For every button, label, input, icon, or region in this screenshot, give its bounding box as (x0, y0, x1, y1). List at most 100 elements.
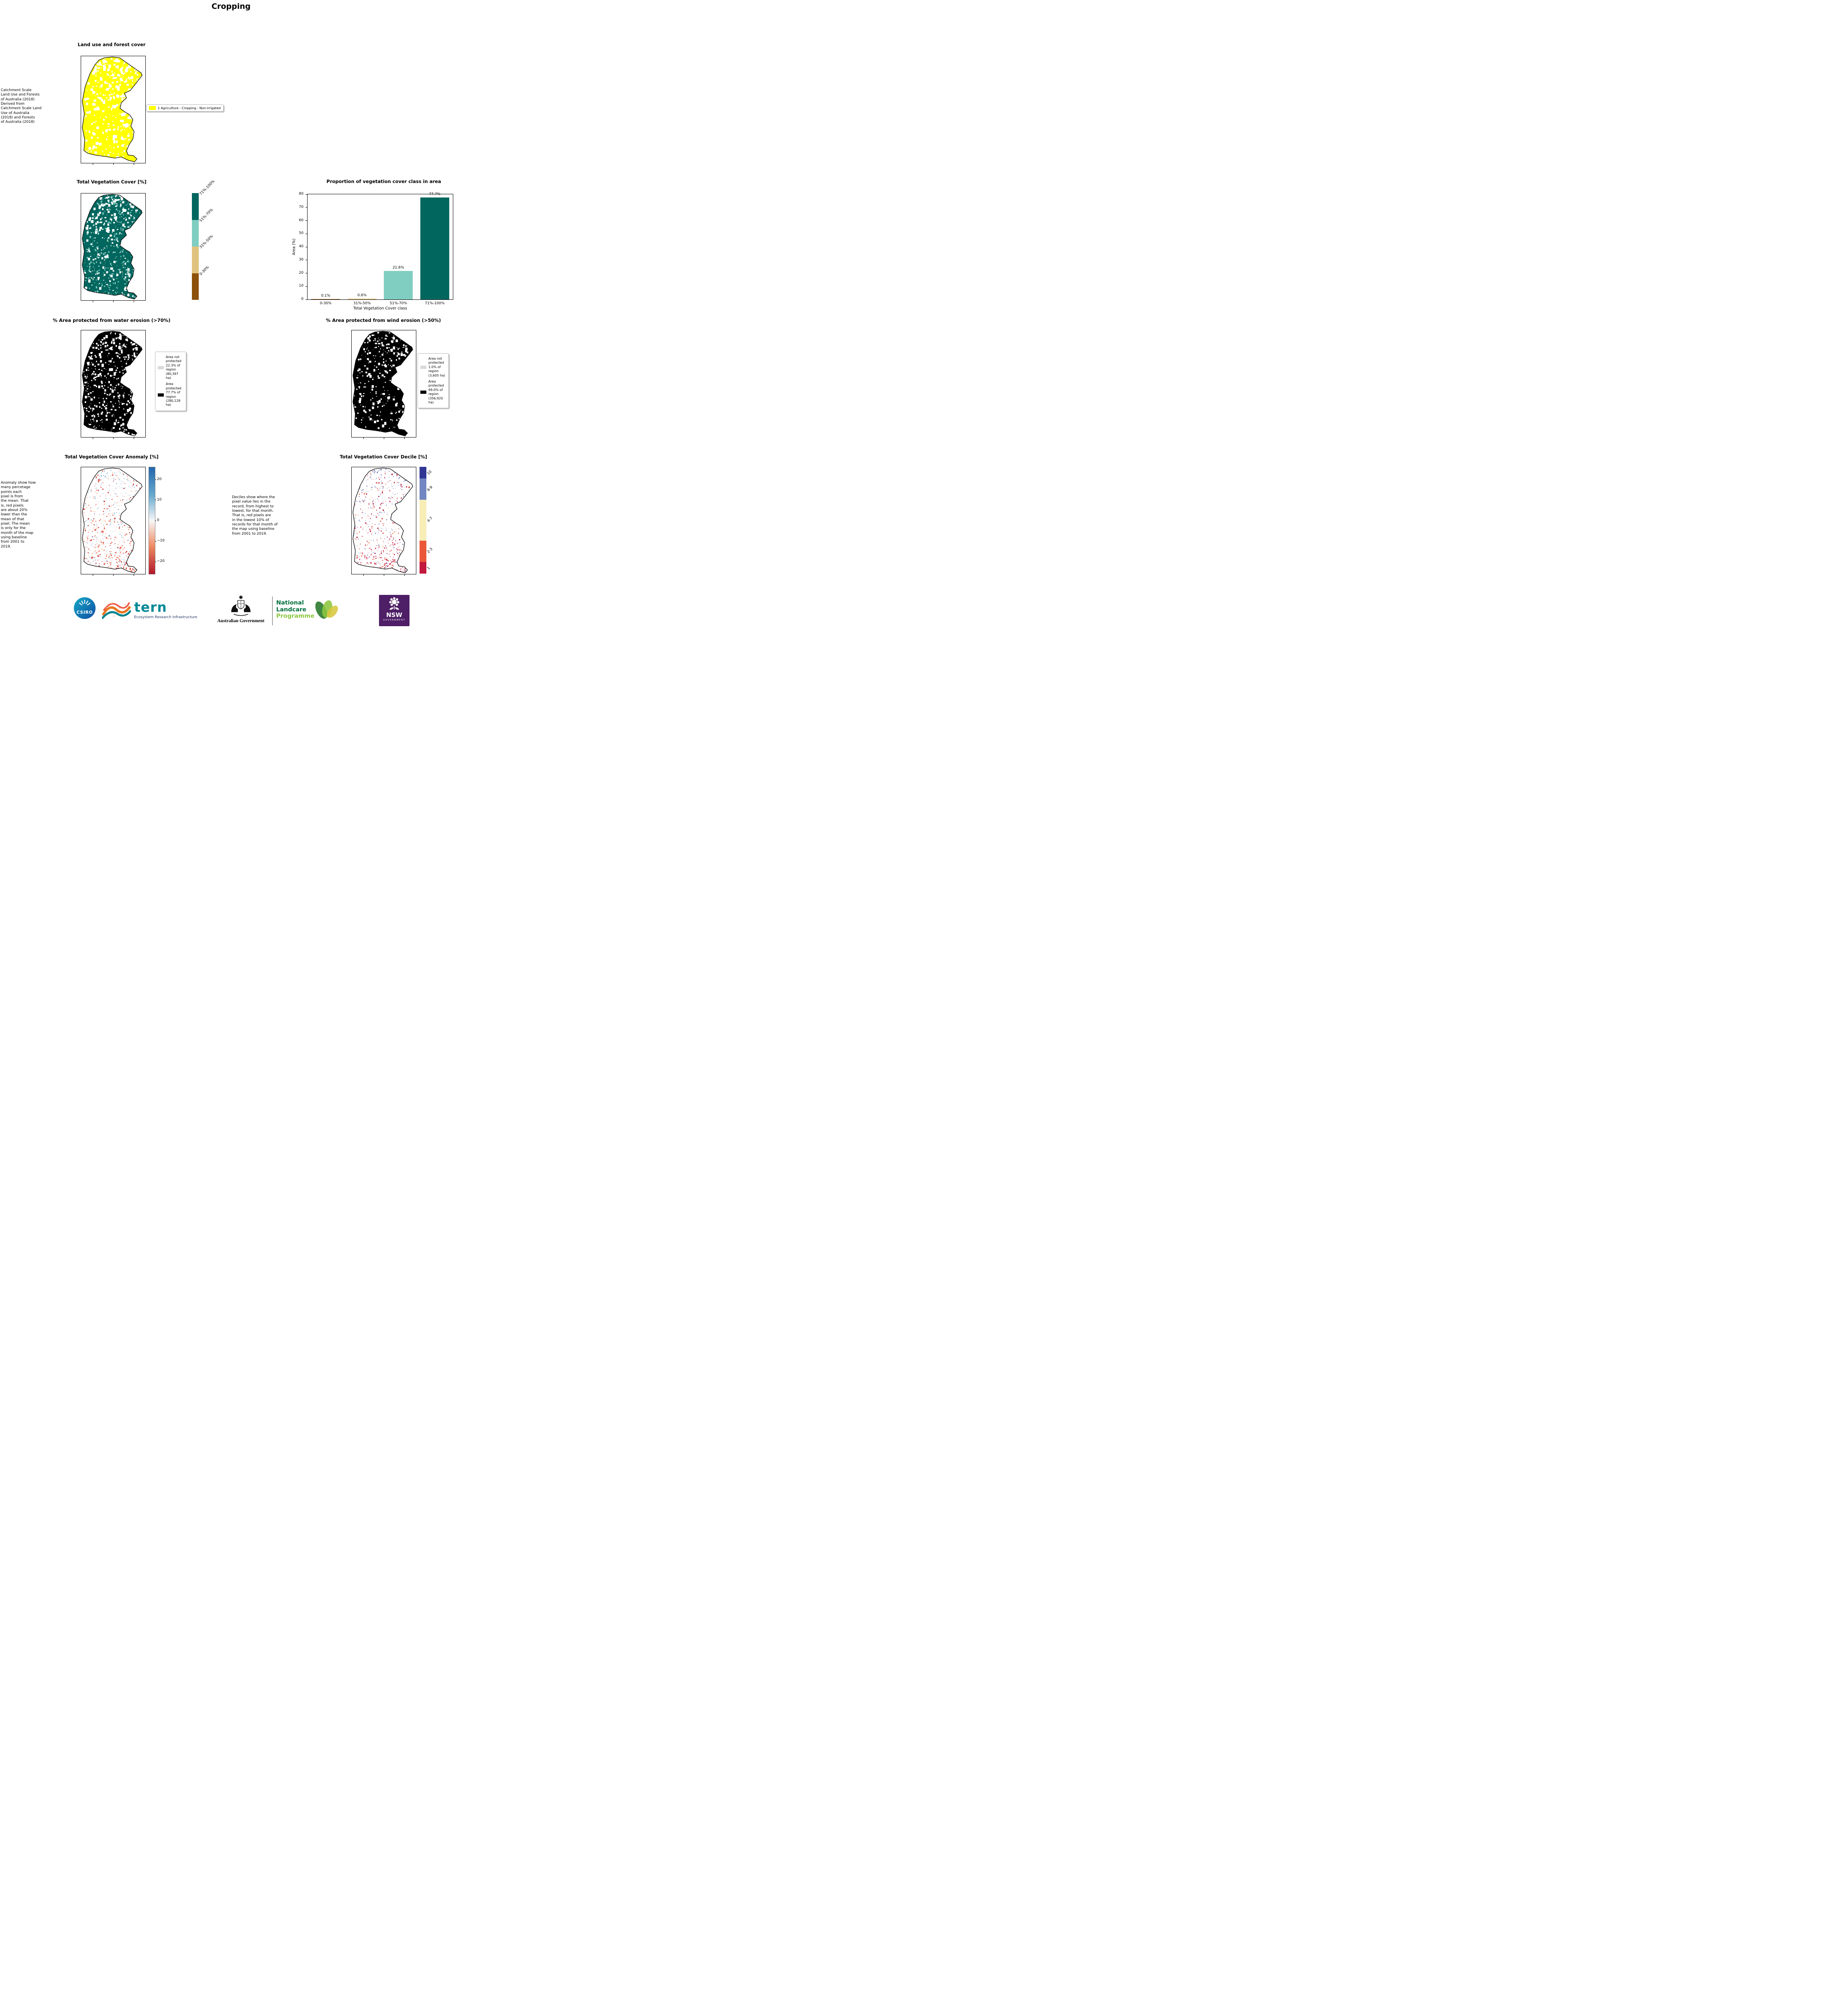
colorbar-tick (155, 479, 156, 480)
y-tick (306, 220, 307, 221)
wind-protected-label: Area protected 99.0% of region (356,920 … (428, 379, 444, 404)
footer-divider (272, 596, 273, 625)
panel-water-title: % Area protected from water erosion (>70… (53, 318, 171, 323)
wind-erosion-map (352, 331, 413, 436)
bar-value-label: 0.6% (357, 293, 367, 298)
wind-legend-entry: Area protected 99.0% of region (356,920 … (420, 380, 446, 405)
axis-tick (363, 438, 364, 439)
coat-of-arms-icon (231, 595, 251, 616)
water-legend: Area not protected 22.3% of region (80,3… (155, 352, 186, 411)
nsw-sublabel: GOVERNMENT (383, 619, 405, 621)
wind-legend-entry: Area not protected 1.0% of region (3,605… (420, 357, 446, 378)
bar (384, 271, 413, 299)
x-tick-label: 0-30% (320, 301, 332, 305)
colorbar-label: 4-7 (426, 516, 434, 523)
x-tick-label: 51%-70% (389, 301, 407, 305)
axis-tick (404, 438, 405, 439)
landuse-map (82, 57, 143, 162)
colorbar-segment (420, 562, 426, 574)
indigenous-artwork (101, 598, 132, 623)
y-tick-label: 10 (299, 284, 304, 288)
landcare-line2: Landcare (276, 606, 307, 613)
landcare-line1: National (276, 600, 304, 606)
colorbar-segment (192, 246, 199, 273)
y-tick-label: 0 (301, 297, 304, 301)
colorbar-segment (420, 540, 426, 562)
water-not-protected-label: Area not protected 22.3% of region (80,3… (166, 355, 181, 380)
csiro-logo: CSIRO (73, 597, 96, 621)
bar-value-label: 77.7% (429, 192, 441, 196)
axis-tick (113, 163, 114, 165)
water-protected-swatch (158, 393, 164, 397)
landuse-map-frame (81, 56, 146, 165)
y-tick (306, 299, 307, 300)
panel-veg-title: Total Vegetation Cover [%] (77, 179, 147, 185)
landcare-line3: Programme (276, 613, 315, 620)
anomaly-map-frame (81, 467, 146, 576)
veg-map-frame (81, 193, 146, 302)
x-tick-label: 31%-50% (353, 301, 371, 305)
panel-wind-title: % Area protected from wind erosion (>50%… (326, 318, 441, 323)
water-erosion-map (82, 331, 143, 436)
csiro-pulse-icon (79, 599, 91, 606)
water-legend-entry: Area protected 77.7% of region (280,128 … (158, 382, 183, 407)
landuse-legend-label: 1 Agriculture - Cropping - Non-irrigated (158, 106, 221, 110)
y-tick-label: 30 (299, 257, 304, 262)
veg-cover-map (82, 194, 143, 299)
colorbar-tick-label: 10 (157, 497, 162, 502)
report-page: Cropping Land use and forest cover Catch… (0, 0, 462, 634)
y-tick-label: 60 (299, 218, 304, 222)
wind-not-protected-label: Area not protected 1.0% of region (3,605… (428, 357, 445, 377)
colorbar-tick-label: −20 (157, 559, 165, 564)
decile-map (352, 468, 413, 573)
water-protected-label: Area protected 77.7% of region (280,128 … (166, 382, 181, 407)
water-legend-entry: Area not protected 22.3% of region (80,3… (158, 355, 183, 380)
nsw-label: NSW (386, 611, 402, 619)
bar-value-label: 0.1% (321, 294, 330, 298)
landcare-logo-text: National Landcare Programme (276, 600, 314, 620)
catchment-outline (82, 331, 143, 436)
tern-subtitle: Ecosystem Research Infrastructure (134, 615, 198, 619)
bar-value-label: 21.6% (392, 266, 404, 270)
axis-tick (113, 574, 114, 576)
tern-wordmark: tern (134, 599, 167, 615)
axis-tick (113, 301, 114, 302)
wind-map-frame (351, 330, 416, 439)
axis-tick (363, 574, 364, 576)
y-tick-label: 70 (299, 205, 304, 209)
waratah-icon (389, 597, 399, 610)
landuse-legend-swatch (149, 106, 156, 110)
panel-anomaly-caption: Anomaly show how many percetage points e… (1, 481, 36, 549)
australian-government-logo (228, 594, 254, 619)
y-tick (306, 207, 307, 208)
wind-protected-swatch (420, 391, 426, 394)
panel-anomaly-title: Total Vegetation Cover Anomaly [%] (65, 454, 159, 460)
panel-landuse-title: Land use and forest cover (77, 42, 146, 47)
colorbar-label: 2-3 (426, 547, 434, 554)
catchment-outline (352, 468, 413, 573)
wind-legend: Area not protected 1.0% of region (3,605… (418, 353, 449, 409)
colorbar-label: 51%-70% (199, 208, 214, 223)
csiro-logo-icon: CSIRO (74, 597, 96, 619)
bar (420, 197, 449, 299)
landuse-legend: 1 Agriculture - Cropping - Non-irrigated (146, 104, 224, 112)
x-axis-label: Total Vegetation Cover class (353, 306, 407, 311)
catchment-outline (82, 194, 143, 299)
colorbar-label: 71%-100% (199, 179, 216, 196)
x-tick-label: 71%-100% (425, 301, 445, 305)
nsw-government-logo: NSW GOVERNMENT (379, 595, 410, 626)
anomaly-map (82, 468, 143, 573)
colorbar-segment (420, 478, 426, 500)
colorbar-label: 10 (426, 469, 433, 476)
bar-chart-title: Proportion of vegetation cover class in … (326, 179, 441, 184)
catchment-outline (352, 331, 413, 436)
y-tick-label: 20 (299, 271, 304, 275)
decile-map-frame (351, 467, 416, 576)
water-map-frame (81, 330, 146, 439)
colorbar-tick-label: −10 (157, 539, 165, 543)
colorbar-segment (192, 273, 199, 300)
colorbar-segment (420, 500, 426, 541)
y-tick-label: 40 (299, 244, 304, 248)
colorbar-segment (192, 220, 199, 246)
